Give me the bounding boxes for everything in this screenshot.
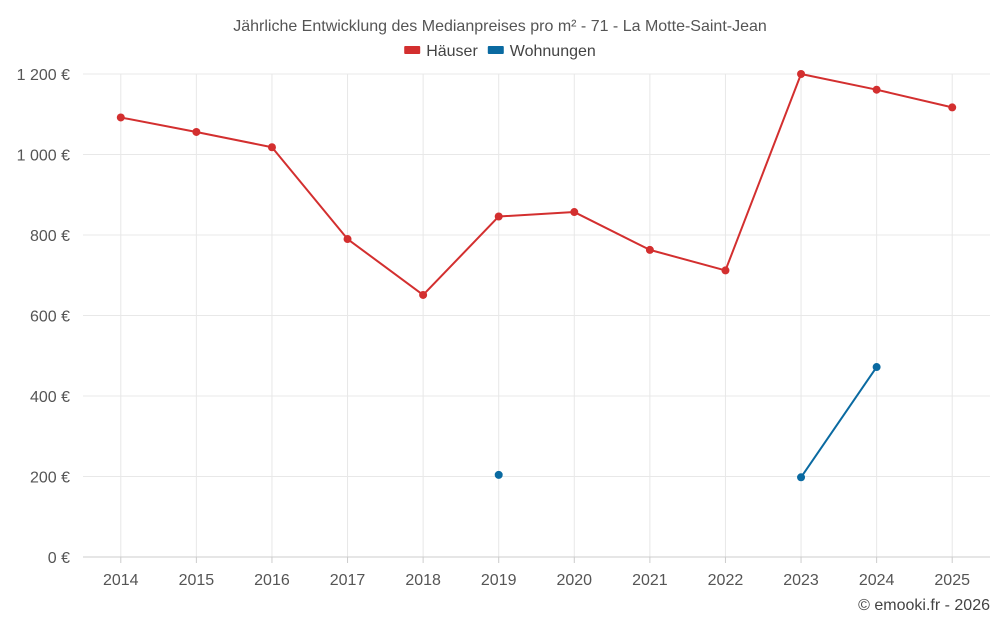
series-line-segment [573, 211, 651, 251]
data-point[interactable] [570, 208, 579, 217]
x-tick-label: 2021 [632, 572, 668, 589]
legend-swatch [404, 46, 421, 54]
x-tick-label: 2022 [708, 572, 744, 589]
y-tick-label: 1 000 € [17, 148, 70, 165]
x-tick-label: 2024 [859, 572, 895, 589]
series-line-segment [724, 73, 803, 272]
legend-label: Wohnungen [510, 43, 596, 60]
legend-label: Häuser [426, 43, 478, 60]
data-point[interactable] [116, 113, 125, 122]
series-line-segment [270, 146, 349, 241]
data-point[interactable] [419, 290, 428, 299]
legend-item-häuser[interactable]: Häuser [404, 43, 478, 60]
series-line-segment [195, 130, 273, 149]
series [116, 70, 957, 482]
data-point[interactable] [494, 470, 503, 479]
y-tick-label: 0 € [48, 550, 70, 567]
x-tick-label: 2018 [405, 572, 441, 589]
y-tick-label: 1 200 € [17, 67, 70, 84]
legend-item-wohnungen[interactable]: Wohnungen [487, 43, 596, 60]
credit-text: © emooki.fr - 2026 [858, 597, 990, 614]
legend-swatch [487, 46, 504, 54]
chart-title: Jährliche Entwicklung des Medianpreises … [233, 18, 767, 35]
x-tick-label: 2025 [934, 572, 970, 589]
series-line-segment [119, 116, 198, 133]
data-point[interactable] [797, 473, 806, 482]
series-wohnungen [494, 363, 881, 482]
data-point[interactable] [797, 70, 806, 78]
x-tick-label: 2019 [481, 572, 517, 589]
data-point[interactable] [645, 245, 654, 254]
data-point[interactable] [267, 143, 276, 152]
data-point[interactable] [721, 266, 730, 275]
series-häuser [116, 70, 957, 299]
data-point[interactable] [872, 85, 881, 94]
axes: 0 € 200 € 400 € 600 € 800 € 1 000 € 1 200 € 201… [17, 67, 990, 589]
y-tick-label: 200 € [30, 470, 70, 487]
grid [83, 73, 990, 557]
data-point[interactable] [343, 235, 352, 244]
x-tick-label: 2020 [556, 572, 592, 589]
series-line-segment [800, 73, 878, 91]
x-tick-label: 2017 [330, 572, 366, 589]
data-point[interactable] [494, 212, 503, 221]
x-tick-label: 2023 [783, 572, 819, 589]
x-tick-label: 2016 [254, 572, 290, 589]
series-line-segment [875, 88, 954, 109]
y-tick-label: 600 € [30, 309, 70, 326]
series-line-segment [422, 215, 500, 296]
y-tick-label: 800 € [30, 228, 70, 245]
data-point[interactable] [872, 363, 881, 372]
data-point[interactable] [948, 103, 957, 112]
series-line-segment [800, 366, 878, 479]
x-tick-label: 2015 [179, 572, 215, 589]
x-tick-label: 2014 [103, 572, 139, 589]
legend: Häuser Wohnungen [404, 43, 596, 60]
series-line-segment [497, 211, 576, 218]
y-tick-label: 400 € [30, 389, 70, 406]
series-line-segment [648, 248, 727, 272]
series-line-segment [346, 238, 425, 296]
data-point[interactable] [192, 127, 201, 136]
